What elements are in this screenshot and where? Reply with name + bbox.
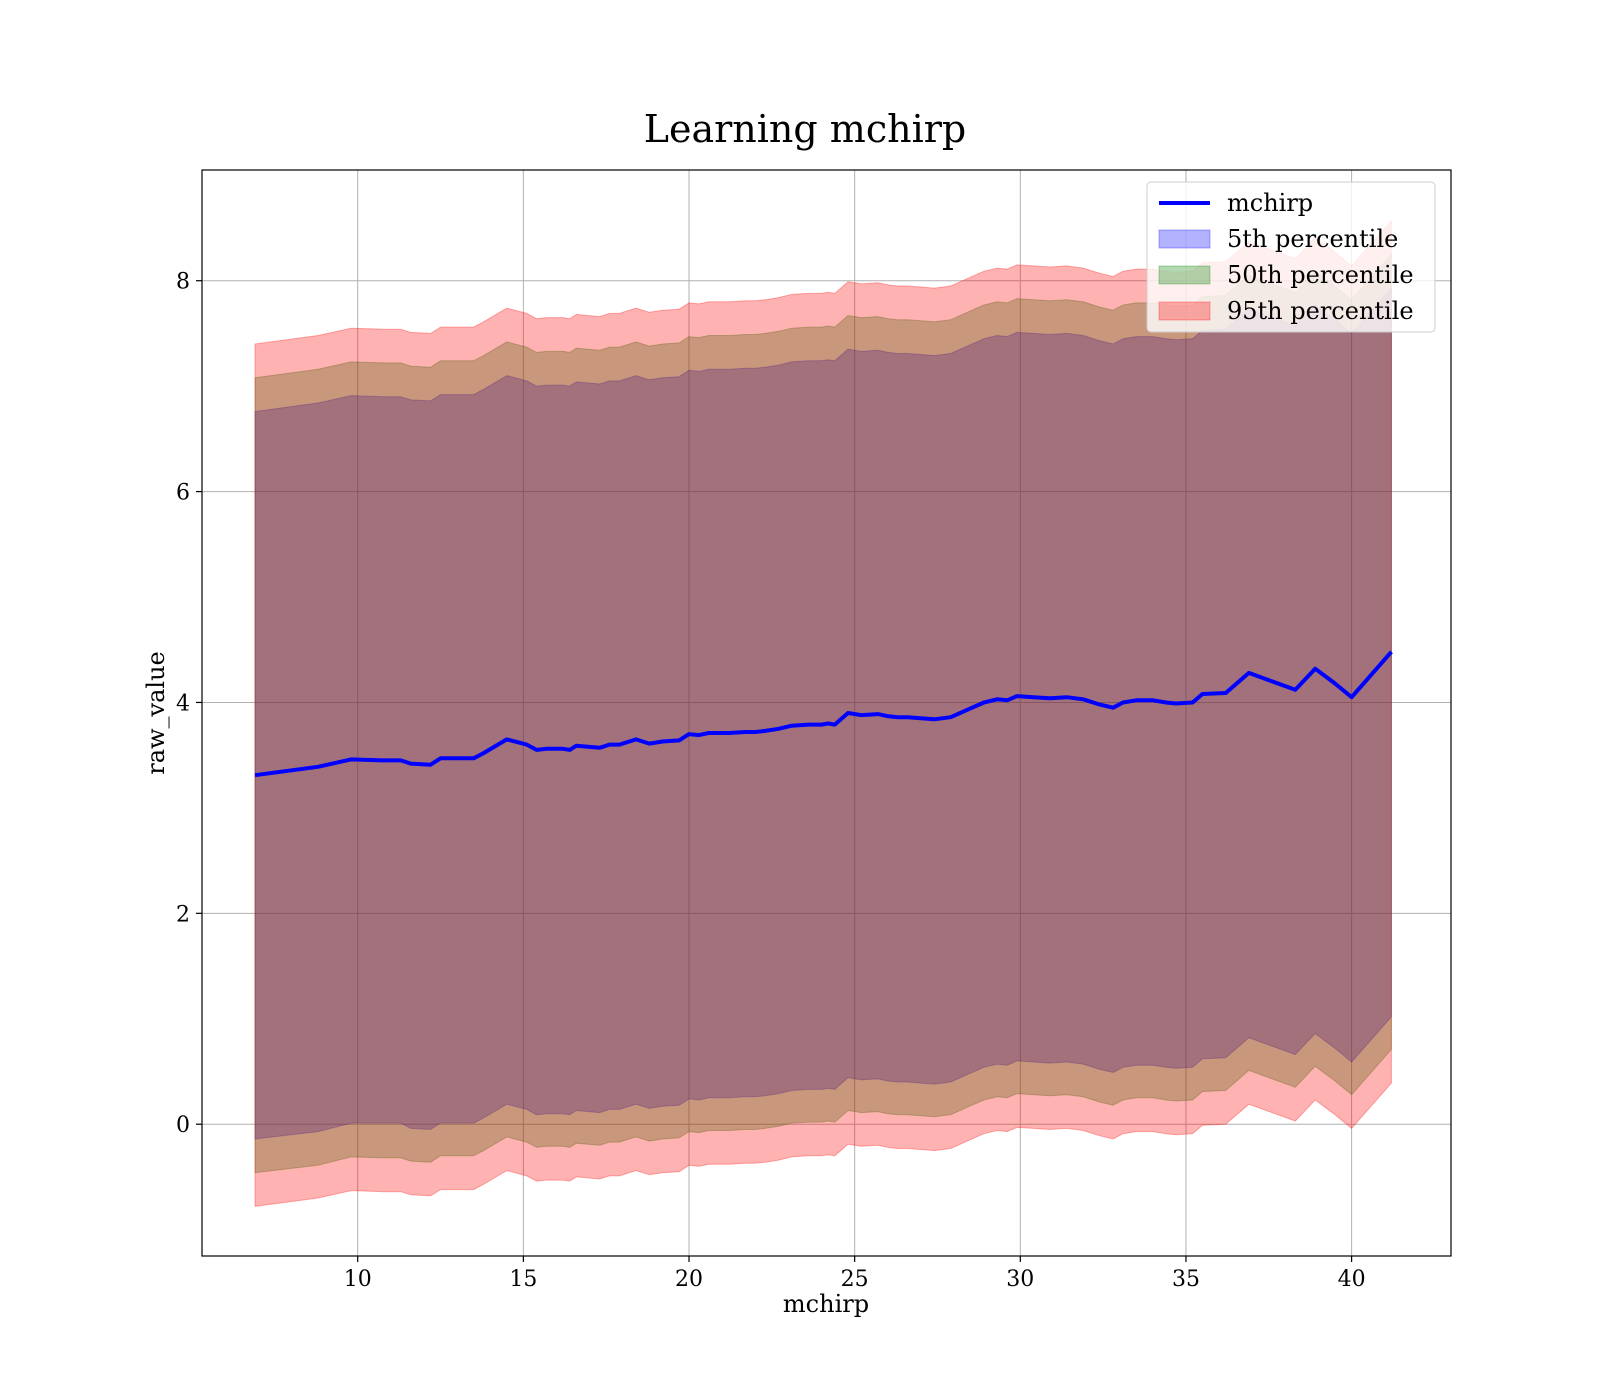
legend-label-5th-percentile: 5th percentile (1227, 225, 1398, 253)
x-tick-label: 25 (841, 1267, 869, 1292)
y-tick-label: 8 (176, 270, 190, 295)
legend-swatch-50th-percentile (1158, 265, 1211, 285)
legend-label-50th-percentile: 50th percentile (1227, 261, 1414, 289)
plot-area (254, 219, 1393, 1207)
x-tick-label: 30 (1006, 1267, 1034, 1292)
x-tick-label: 10 (344, 1267, 372, 1292)
x-tick-label: 15 (509, 1267, 537, 1292)
95th-percentile-band (254, 219, 1392, 1207)
y-tick-label: 2 (176, 902, 190, 927)
legend-label-95th-percentile: 95th percentile (1227, 297, 1414, 325)
legend-swatch-95th-percentile (1158, 301, 1211, 321)
y-tick-label: 0 (176, 1113, 190, 1138)
x-tick-label: 40 (1338, 1267, 1366, 1292)
chart-title: Learning mchirp (644, 107, 966, 151)
y-axis-label: raw_value (142, 651, 170, 775)
x-axis-label: mchirp (783, 1290, 869, 1318)
50th-percentile-band (254, 252, 1392, 1174)
x-axis: 10 15 20 25 30 35 40 (344, 1256, 1366, 1292)
plot-frame (201, 169, 1452, 1257)
x-tick-label: 20 (675, 1267, 703, 1292)
legend-label-mchirp: mchirp (1227, 189, 1313, 217)
y-tick-label: 4 (176, 691, 190, 716)
legend-swatch-5th-percentile (1158, 229, 1211, 249)
y-tick-label: 6 (176, 481, 190, 506)
y-axis: 0 2 4 6 8 (176, 270, 202, 1138)
legend-box (1146, 181, 1436, 333)
grid (202, 170, 1451, 1256)
5th-percentile-band (254, 286, 1392, 1140)
legend: mchirp 5th percentile 50th percentile 95th … (1146, 181, 1436, 333)
mchirp-line (254, 650, 1393, 778)
x-tick-label: 35 (1172, 1267, 1200, 1292)
